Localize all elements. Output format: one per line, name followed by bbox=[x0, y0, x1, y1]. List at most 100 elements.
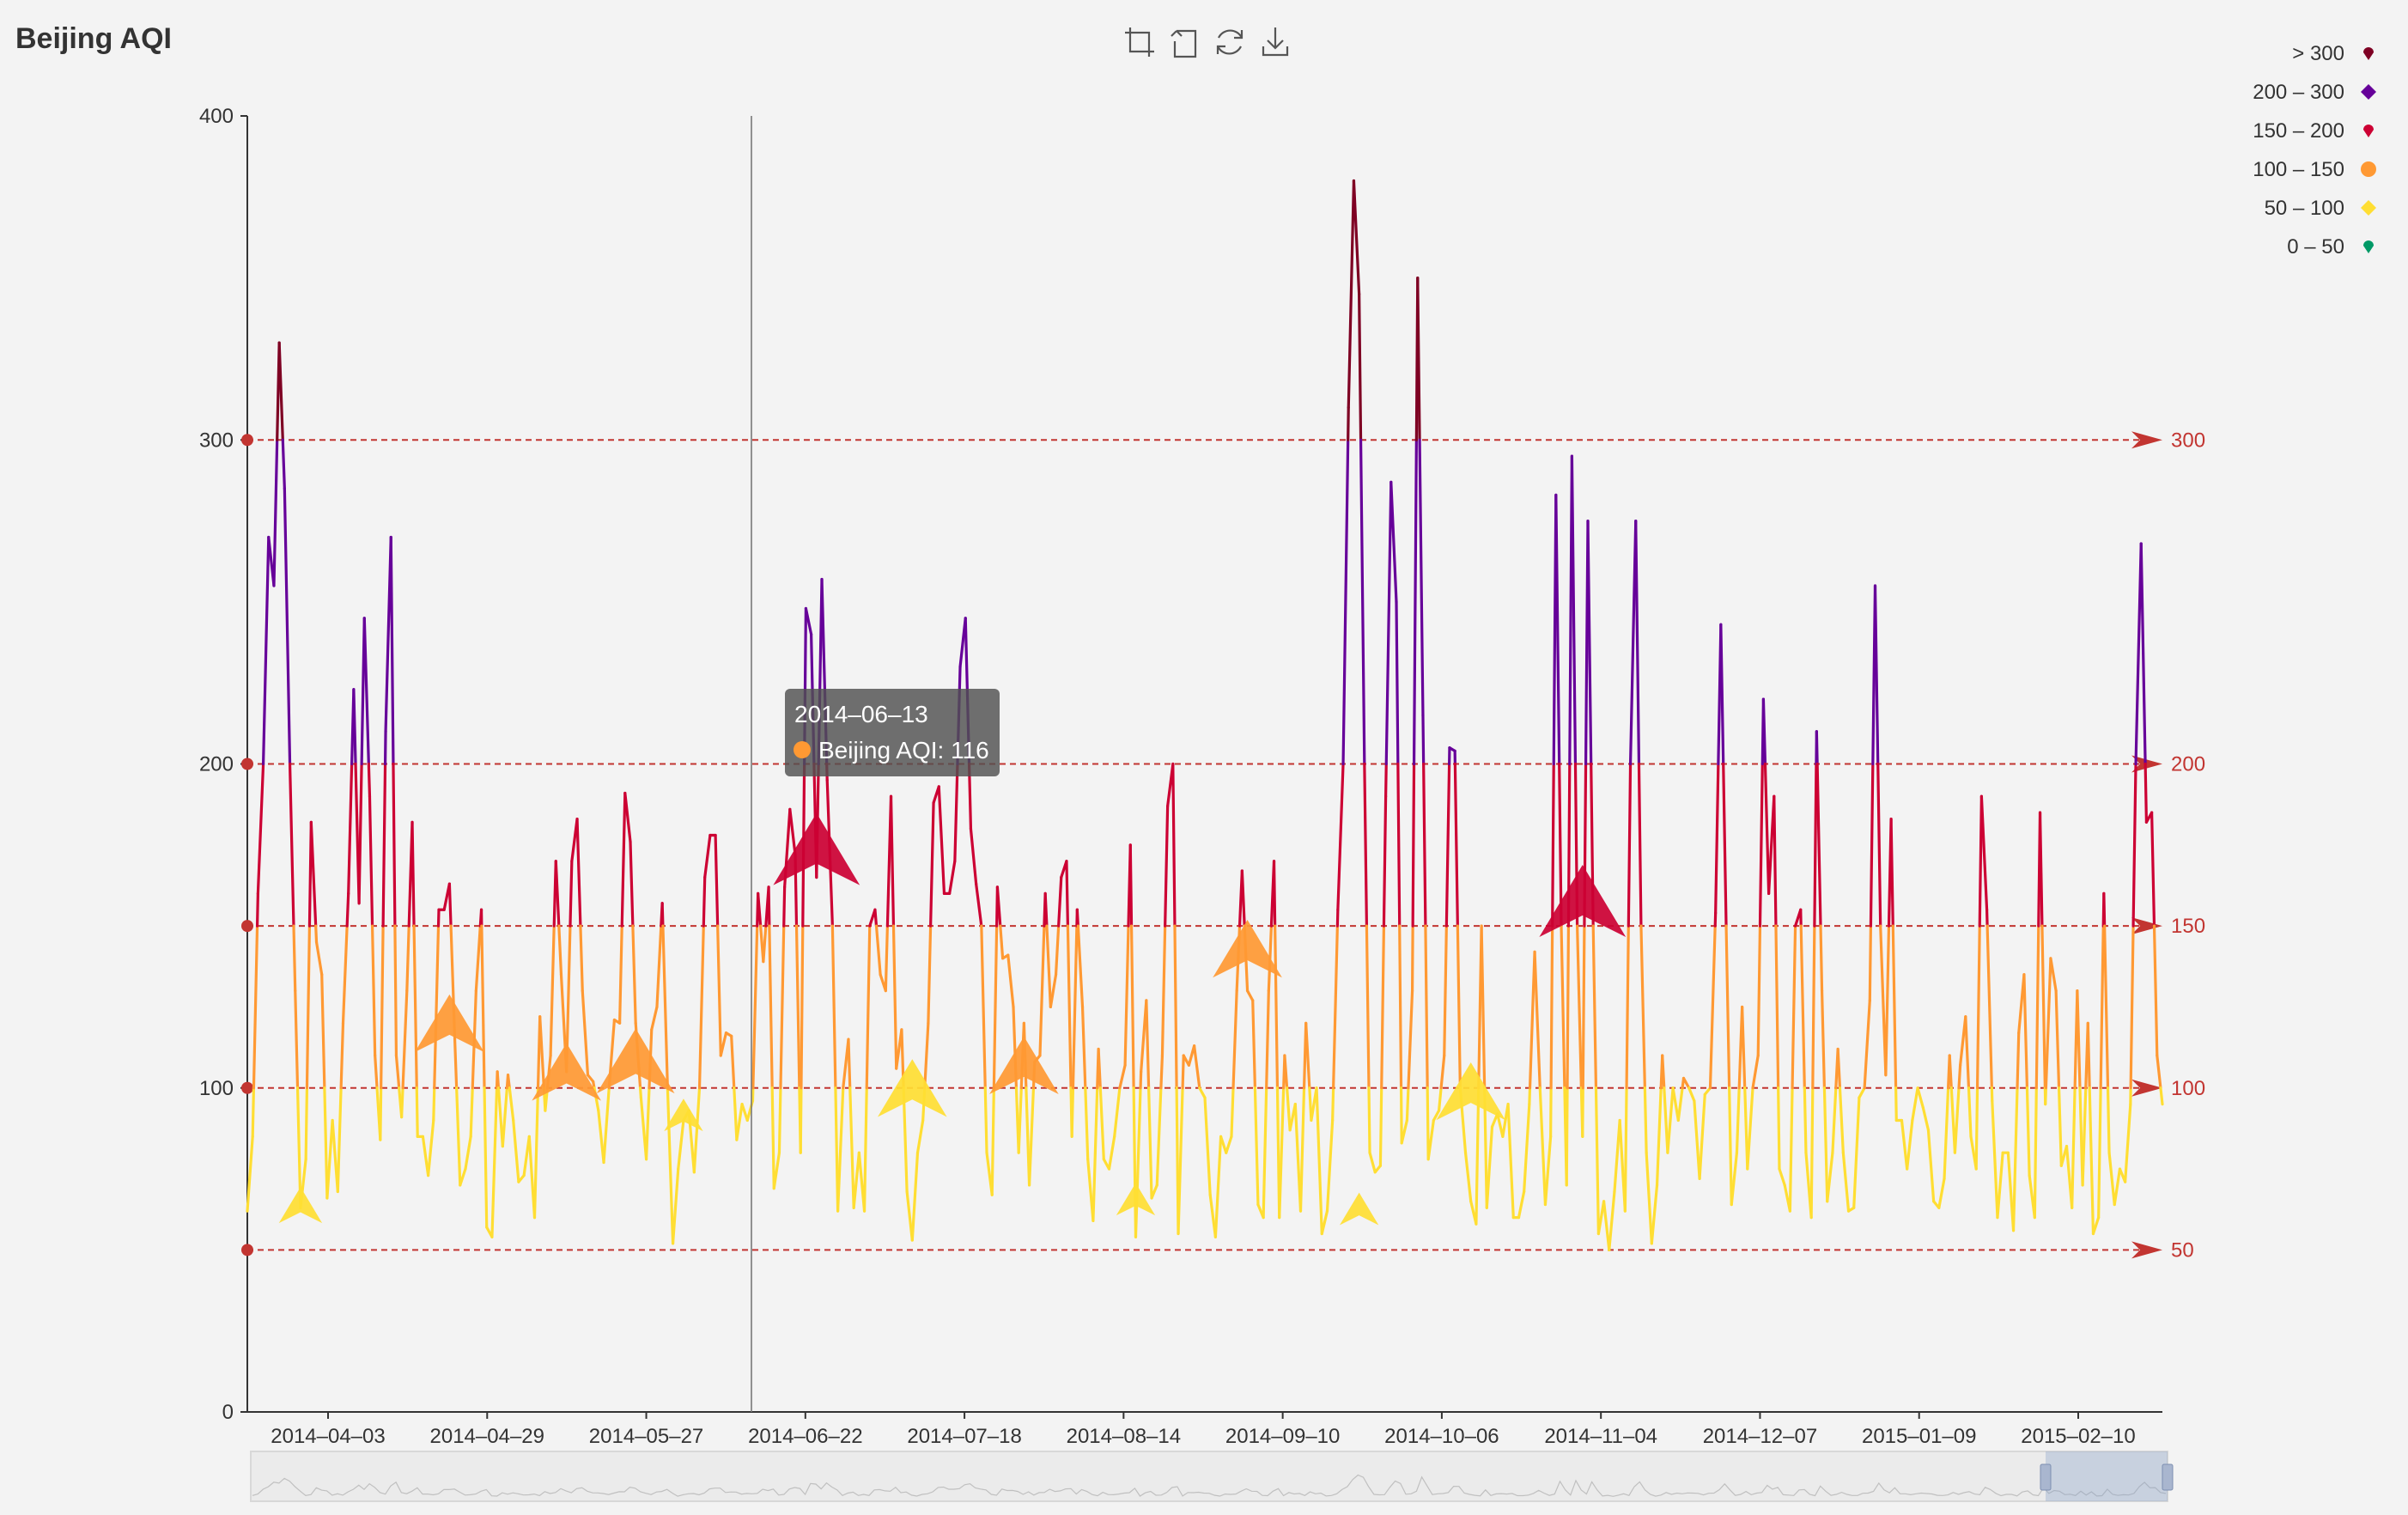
data-zoom-slider[interactable] bbox=[250, 1451, 2174, 1502]
legend-pin-icon[interactable] bbox=[2363, 240, 2374, 253]
mark-line-label: 300 bbox=[2171, 429, 2205, 452]
series-segment bbox=[770, 1086, 775, 1190]
series-segment bbox=[1262, 1086, 1268, 1220]
zoom-reset-icon[interactable] bbox=[1171, 29, 1197, 58]
series-segment bbox=[1906, 1118, 1914, 1171]
series-segment bbox=[905, 1189, 914, 1242]
series-segment bbox=[480, 924, 486, 1090]
series-segment bbox=[1384, 480, 1393, 766]
series-segment bbox=[532, 1086, 540, 1220]
series-segment bbox=[1253, 1086, 1260, 1207]
series-segment bbox=[1799, 924, 1806, 1090]
series-segment bbox=[1634, 519, 1641, 766]
series-segment bbox=[272, 438, 279, 587]
zoom-select-icon[interactable] bbox=[1125, 27, 1154, 57]
series-segment bbox=[1581, 924, 1586, 1090]
series-segment bbox=[1815, 762, 1822, 928]
marker-arrow bbox=[532, 1043, 601, 1101]
series-segment bbox=[1628, 519, 1638, 766]
series-segment bbox=[650, 1005, 659, 1031]
series-segment bbox=[2040, 924, 2046, 1090]
series-segment bbox=[762, 924, 768, 964]
series-segment bbox=[1092, 1086, 1099, 1223]
series-segment bbox=[277, 341, 284, 441]
data-zoom-handle-left[interactable] bbox=[2040, 1463, 2052, 1491]
series-segment bbox=[719, 1031, 728, 1057]
series-segment bbox=[1937, 1177, 1946, 1209]
series-segment bbox=[1763, 762, 1771, 896]
series-segment bbox=[873, 908, 879, 928]
series-segment bbox=[455, 1086, 462, 1187]
series-segment bbox=[569, 860, 574, 928]
series-segment bbox=[1444, 762, 1451, 928]
series-segment bbox=[1822, 1086, 1829, 1203]
series-segment bbox=[1975, 924, 1981, 1090]
series-segment bbox=[862, 1086, 868, 1213]
series-segment bbox=[575, 818, 582, 928]
y-tick-label: 400 bbox=[199, 105, 234, 128]
series-segment bbox=[1735, 1086, 1741, 1154]
legend-pin-icon[interactable] bbox=[2363, 125, 2374, 137]
series-segment bbox=[1173, 924, 1178, 1090]
legend-circle-icon[interactable] bbox=[2361, 161, 2376, 177]
legend-diamond-icon[interactable] bbox=[2361, 84, 2376, 100]
series-segment bbox=[1623, 1086, 1628, 1213]
mark-line-start bbox=[241, 1081, 253, 1094]
series-segment bbox=[1352, 179, 1361, 296]
series-segment bbox=[999, 924, 1005, 960]
series-segment bbox=[1666, 1086, 1675, 1154]
series-segment bbox=[847, 1037, 852, 1090]
series-segment bbox=[644, 1086, 651, 1161]
series-segment bbox=[2033, 1086, 2038, 1220]
series-segment bbox=[1347, 405, 1350, 441]
series-segment bbox=[1123, 924, 1130, 1067]
series-segment bbox=[1708, 924, 1717, 1090]
series-segment bbox=[1916, 1086, 1925, 1109]
series-segment bbox=[1964, 1015, 1971, 1090]
series-segment bbox=[1027, 1086, 1036, 1187]
y-tick-label: 100 bbox=[199, 1077, 234, 1100]
series-segment bbox=[1240, 869, 1246, 928]
series-segment bbox=[405, 924, 410, 993]
series-segment bbox=[490, 1086, 499, 1238]
series-segment bbox=[1756, 924, 1762, 1057]
series-segment bbox=[1219, 1135, 1228, 1154]
marker-arrow bbox=[1116, 1183, 1156, 1216]
legend-diamond-icon[interactable] bbox=[2361, 200, 2376, 216]
series-segment bbox=[1681, 1076, 1691, 1090]
series-segment bbox=[381, 762, 387, 928]
series-segment bbox=[1134, 1086, 1142, 1238]
series-segment bbox=[1118, 1063, 1127, 1090]
series-segment bbox=[508, 1086, 515, 1123]
x-tick-label: 2014–12–07 bbox=[1703, 1425, 1817, 1448]
series-segment bbox=[1602, 1200, 1611, 1251]
series-segment bbox=[1698, 1092, 1706, 1180]
series-segment bbox=[1891, 924, 1898, 1090]
data-zoom-window[interactable] bbox=[2046, 1451, 2168, 1501]
series-segment bbox=[1230, 1086, 1235, 1138]
x-tick-label: 2015–01–09 bbox=[1862, 1425, 1976, 1448]
save-image-icon[interactable] bbox=[1262, 27, 1289, 57]
series-segment bbox=[1405, 1086, 1410, 1123]
series-segment bbox=[2044, 957, 2052, 1090]
series-segment bbox=[1274, 924, 1280, 1090]
data-zoom-handle-right[interactable] bbox=[2162, 1463, 2174, 1491]
series-segment bbox=[1389, 480, 1398, 604]
series-segment bbox=[1643, 1086, 1648, 1154]
series-segment bbox=[1373, 1164, 1383, 1174]
legend-pin-icon[interactable] bbox=[2363, 47, 2374, 60]
series-segment bbox=[1475, 1086, 1481, 1226]
series-segment bbox=[1057, 875, 1063, 928]
series-segment bbox=[1838, 1086, 1845, 1154]
series-segment bbox=[1576, 924, 1583, 1090]
series-segment bbox=[1443, 924, 1448, 1057]
series-segment bbox=[1398, 924, 1403, 1090]
series-segment bbox=[1456, 924, 1462, 1090]
series-segment bbox=[865, 924, 872, 1090]
series-segment bbox=[251, 1086, 256, 1138]
series-segment bbox=[288, 762, 295, 928]
mark-line-label: 200 bbox=[2171, 753, 2205, 776]
restore-icon[interactable] bbox=[1216, 29, 1244, 55]
marker-arrow bbox=[664, 1098, 703, 1132]
series-segment bbox=[1293, 1103, 1303, 1213]
